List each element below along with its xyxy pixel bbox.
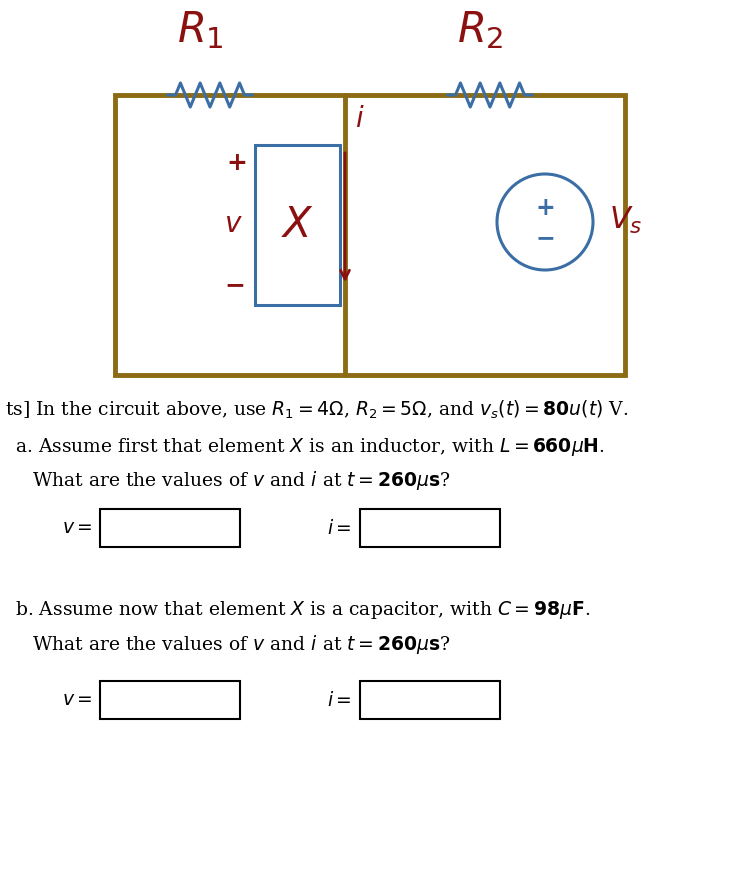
Text: −: − (225, 273, 245, 297)
Text: +: + (535, 196, 555, 220)
Bar (360, 681, 500, 719)
Bar (100, 681, 240, 719)
Bar (115, 95, 625, 375)
Bar (360, 509, 500, 547)
Text: $\mathit{R}_2$: $\mathit{R}_2$ (457, 9, 504, 51)
Bar (100, 509, 240, 547)
Text: ts] In the circuit above, use $R_1 = 4\Omega$, $R_2 = 5\Omega$, and $v_s(t) = \m: ts] In the circuit above, use $R_1 = 4\O… (5, 399, 629, 421)
Text: What are the values of $v$ and $i$ at $t = \mathbf{260}\mu\mathbf{s}$?: What are the values of $v$ and $i$ at $t… (32, 634, 450, 657)
Text: What are the values of $v$ and $i$ at $t = \mathbf{260}\mu\mathbf{s}$?: What are the values of $v$ and $i$ at $t… (32, 468, 450, 491)
Text: b. Assume now that element $X$ is a capacitor, with $C = \mathbf{98}\mu\mathbf{F: b. Assume now that element $X$ is a capa… (15, 599, 590, 621)
Text: +: + (227, 151, 247, 175)
Text: $v =$: $v =$ (61, 519, 92, 537)
Text: $\mathit{i}$: $\mathit{i}$ (355, 106, 365, 133)
Text: $i =$: $i =$ (327, 519, 352, 538)
Bar (255, 145, 340, 305)
Text: a. Assume first that element $X$ is an inductor, with $L = \mathbf{660}\mu\mathb: a. Assume first that element $X$ is an i… (15, 436, 605, 458)
Text: $v =$: $v =$ (61, 691, 92, 709)
Text: −: − (535, 226, 555, 250)
Text: $\mathit{X}$: $\mathit{X}$ (281, 204, 314, 246)
Text: $\mathit{R}_1$: $\mathit{R}_1$ (176, 9, 223, 51)
Text: $i =$: $i =$ (327, 691, 352, 709)
Text: $\mathit{V}_s$: $\mathit{V}_s$ (609, 205, 643, 236)
Text: $\mathit{v}$: $\mathit{v}$ (223, 212, 242, 239)
